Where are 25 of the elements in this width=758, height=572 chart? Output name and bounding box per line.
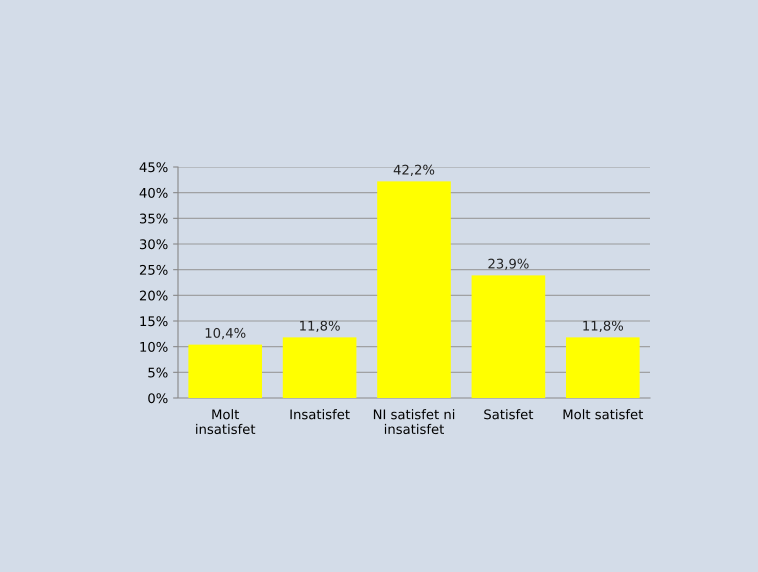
data-label: 11,8% <box>583 320 624 332</box>
x-tick-label: Molt insatisfet <box>196 409 256 434</box>
y-tick-label: 40% <box>140 188 168 198</box>
data-label: 42,2% <box>394 164 434 176</box>
x-tick-label: NI satisfet ni insatisfet <box>374 409 454 434</box>
y-tick-label: 15% <box>140 316 168 326</box>
x-tick-label: Molt satisfet <box>564 409 644 420</box>
y-tick-label: 30% <box>140 239 168 250</box>
data-label: 23,9% <box>488 258 529 270</box>
x-tick-label: Insatisfet <box>290 409 350 420</box>
y-tick-label: 5% <box>148 368 168 378</box>
y-tick-label: 0% <box>148 393 168 404</box>
bar <box>472 275 546 398</box>
data-label: 10,4% <box>206 328 246 340</box>
y-tick-label: 25% <box>140 264 168 275</box>
bar <box>566 337 640 398</box>
y-tick-label: 20% <box>140 290 168 301</box>
data-label: 11,8% <box>300 320 340 332</box>
bar <box>282 337 356 398</box>
y-tick-label: 10% <box>140 342 168 352</box>
y-tick-label: 35% <box>140 214 168 224</box>
bar <box>377 181 451 398</box>
x-tick-label: Satisfet <box>484 409 534 420</box>
bar <box>188 344 262 398</box>
y-tick-label: 45% <box>140 162 168 172</box>
